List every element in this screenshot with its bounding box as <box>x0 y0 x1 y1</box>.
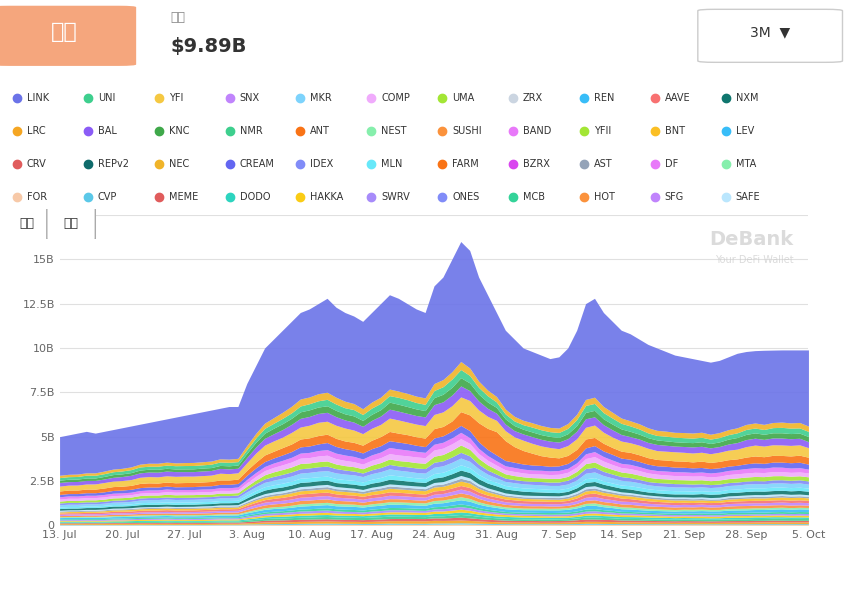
Text: 全选: 全选 <box>19 217 34 230</box>
Text: SUSHI: SUSHI <box>452 126 482 136</box>
Text: CRV: CRV <box>27 159 47 169</box>
Text: DF: DF <box>665 159 678 169</box>
Text: 3M  ▼: 3M ▼ <box>750 25 791 39</box>
Text: KNC: KNC <box>168 126 189 136</box>
Text: REPv2: REPv2 <box>98 159 129 169</box>
Text: Your DeFi Wallet: Your DeFi Wallet <box>715 256 793 265</box>
Text: ZRX: ZRX <box>523 93 543 103</box>
Text: BAND: BAND <box>523 126 551 136</box>
FancyBboxPatch shape <box>0 6 136 66</box>
FancyBboxPatch shape <box>47 207 95 240</box>
Text: YFI: YFI <box>168 93 183 103</box>
Text: SFG: SFG <box>665 192 684 202</box>
Text: UMA: UMA <box>452 93 475 103</box>
Text: SWRV: SWRV <box>381 192 410 202</box>
FancyBboxPatch shape <box>2 207 50 240</box>
Text: MKR: MKR <box>311 93 332 103</box>
Text: FARM: FARM <box>452 159 479 169</box>
Text: MTA: MTA <box>736 159 756 169</box>
Text: NMR: NMR <box>239 126 262 136</box>
Text: 清空: 清空 <box>64 217 78 230</box>
Text: CVP: CVP <box>98 192 117 202</box>
Text: BAL: BAL <box>98 126 117 136</box>
Text: 市值: 市值 <box>170 11 186 24</box>
Text: NXM: NXM <box>736 93 758 103</box>
Text: MLN: MLN <box>381 159 403 169</box>
Text: IDEX: IDEX <box>311 159 334 169</box>
Text: LRC: LRC <box>27 126 45 136</box>
FancyBboxPatch shape <box>698 10 842 62</box>
Text: BNT: BNT <box>665 126 685 136</box>
Text: LEV: LEV <box>736 126 754 136</box>
Text: NEST: NEST <box>381 126 407 136</box>
Text: HAKKA: HAKKA <box>311 192 344 202</box>
Text: LINK: LINK <box>27 93 49 103</box>
Text: 市值: 市值 <box>50 22 77 42</box>
Text: BZRX: BZRX <box>523 159 550 169</box>
Text: AST: AST <box>594 159 613 169</box>
Text: REN: REN <box>594 93 614 103</box>
Text: ANT: ANT <box>311 126 330 136</box>
Text: HOT: HOT <box>594 192 614 202</box>
Text: NEC: NEC <box>168 159 189 169</box>
Text: DeBank: DeBank <box>710 230 793 250</box>
Text: DODO: DODO <box>239 192 270 202</box>
Text: FOR: FOR <box>27 192 47 202</box>
Text: SAFE: SAFE <box>736 192 760 202</box>
Text: UNI: UNI <box>98 93 115 103</box>
Text: $9.89B: $9.89B <box>170 37 247 56</box>
Text: MEME: MEME <box>168 192 198 202</box>
Text: ONES: ONES <box>452 192 479 202</box>
Text: YFII: YFII <box>594 126 611 136</box>
Text: CREAM: CREAM <box>239 159 274 169</box>
Text: MCB: MCB <box>523 192 545 202</box>
Text: COMP: COMP <box>381 93 410 103</box>
Text: AAVE: AAVE <box>665 93 690 103</box>
Text: SNX: SNX <box>239 93 260 103</box>
